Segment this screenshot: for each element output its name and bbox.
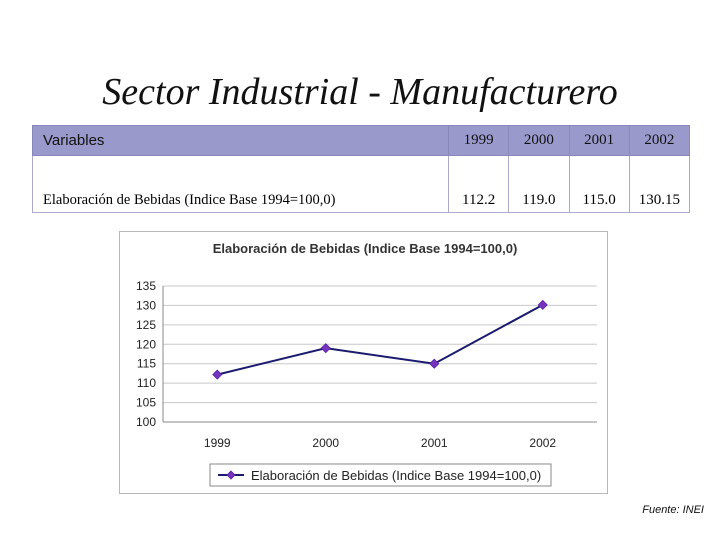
y-tick-label: 120 — [136, 337, 156, 351]
data-point-marker — [320, 343, 331, 354]
header-year-2000: 2000 — [508, 125, 570, 156]
line-chart: Elaboración de Bebidas (Indice Base 1994… — [119, 231, 608, 494]
y-axis-ticks: 100 105 110 115 120 125 130 135 — [136, 279, 156, 429]
data-point-marker — [537, 299, 548, 310]
y-tick-label: 115 — [137, 357, 156, 371]
x-tick-label: 1999 — [204, 436, 231, 450]
x-tick-label: 2000 — [312, 436, 339, 450]
header-year-2002: 2002 — [628, 125, 691, 156]
slide-title: Sector Industrial - Manufacturero — [102, 71, 618, 113]
chart-gridlines — [162, 285, 597, 423]
header-variables: Variables — [32, 125, 449, 156]
cell-2002: 130.15 — [628, 155, 691, 213]
chart-series — [212, 299, 548, 380]
x-axis-ticks: 1999 2000 2001 2002 — [204, 436, 557, 450]
y-tick-label: 105 — [136, 396, 156, 410]
series-line — [217, 303, 544, 376]
data-table: Variables 1999 2000 2001 2002 Elaboració… — [32, 125, 691, 213]
y-tick-label: 125 — [136, 318, 156, 332]
y-tick-label: 100 — [136, 415, 156, 429]
chart-title: Elaboración de Bebidas (Indice Base 1994… — [213, 241, 518, 256]
chart-canvas: Elaboración de Bebidas (Indice Base 1994… — [136, 241, 597, 487]
y-tick-label: 135 — [136, 279, 156, 293]
y-tick-label: 110 — [137, 376, 156, 390]
row-variable-label: Elaboración de Bebidas (Indice Base 1994… — [32, 155, 449, 213]
data-point-marker — [212, 369, 223, 380]
x-tick-label: 2002 — [529, 436, 556, 450]
cell-2001: 115.0 — [568, 155, 630, 213]
legend-marker-swatch — [226, 470, 236, 480]
cell-1999: 112.2 — [447, 155, 510, 213]
table-header-row: Variables 1999 2000 2001 2002 — [32, 125, 691, 156]
table-row: Elaboración de Bebidas (Indice Base 1994… — [32, 155, 691, 213]
cell-2000: 119.0 — [508, 155, 570, 213]
legend-label: Elaboración de Bebidas (Indice Base 1994… — [251, 468, 541, 483]
chart-legend: Elaboración de Bebidas (Indice Base 1994… — [209, 463, 552, 487]
x-tick-label: 2001 — [421, 436, 448, 450]
header-year-2001: 2001 — [568, 125, 630, 156]
legend-box — [209, 463, 552, 487]
source-note: Fuente: INEI — [642, 504, 704, 516]
y-tick-label: 130 — [136, 298, 156, 312]
header-year-1999: 1999 — [447, 125, 510, 156]
data-point-marker — [429, 358, 440, 369]
